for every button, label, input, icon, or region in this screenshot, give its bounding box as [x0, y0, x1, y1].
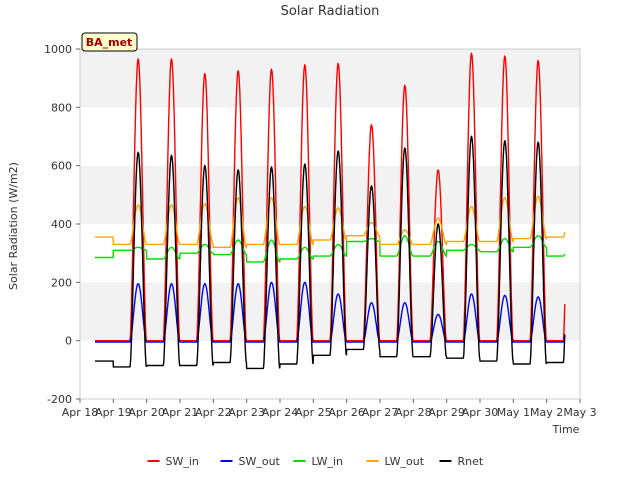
y-tick-label: 0	[65, 335, 72, 348]
x-tick-label: Apr 23	[228, 406, 265, 419]
y-axis-label: Solar Radiation (W/m2)	[7, 162, 20, 290]
legend-label: LW_out	[385, 455, 425, 468]
series-line-lw-in	[95, 234, 566, 264]
grid-band	[80, 224, 580, 283]
x-tick-label: Apr 20	[128, 406, 165, 419]
y-tick-label: -200	[47, 393, 72, 406]
series-line-rnet	[95, 135, 566, 370]
station-badge: BA_met	[81, 32, 138, 52]
legend-label: Rnet	[458, 455, 484, 468]
station-badge-label: BA_met	[86, 36, 133, 49]
x-tick-label: May 2	[530, 406, 563, 419]
x-tick-label: Apr 29	[428, 406, 465, 419]
y-tick-label: 600	[51, 160, 72, 173]
legend: SW_in SW_out LW_in LW_out Rnet	[147, 455, 484, 468]
y-tick-label: 200	[51, 276, 72, 289]
grid-band	[80, 49, 580, 108]
x-tick-label: Apr 24	[262, 406, 299, 419]
x-tick-label: Apr 30	[462, 406, 499, 419]
x-tick-label: Apr 22	[195, 406, 232, 419]
x-tick-label: Apr 19	[95, 406, 132, 419]
y-tick-label: 400	[51, 218, 72, 231]
series-lines	[95, 52, 566, 370]
x-tick-label: Apr 21	[162, 406, 199, 419]
grid-band	[80, 107, 580, 166]
x-tick-label: Apr 26	[328, 406, 365, 419]
x-axis-label: Time	[552, 423, 580, 436]
grid-bands	[80, 49, 580, 399]
series-line-lw-out	[95, 195, 566, 250]
x-tick-label: Apr 18	[62, 406, 99, 419]
grid-band	[80, 165, 580, 224]
legend-label: SW_in	[166, 455, 199, 468]
legend-label: SW_out	[239, 455, 281, 468]
station-badge-box	[81, 32, 138, 52]
legend-label: LW_in	[312, 455, 344, 468]
x-tick-label: Apr 27	[362, 406, 399, 419]
x-tick-label: Apr 25	[295, 406, 332, 419]
x-tick-label: May 3	[563, 406, 596, 419]
x-tick-label: May 1	[497, 406, 530, 419]
y-axis-ticks: -200 0 200 400 600 800 1000	[44, 43, 80, 406]
x-tick-label: Apr 28	[395, 406, 432, 419]
series-line-sw-out	[95, 281, 566, 343]
y-tick-label: 1000	[44, 43, 72, 56]
chart-title: Solar Radiation	[281, 4, 380, 19]
y-tick-label: 800	[51, 101, 72, 114]
